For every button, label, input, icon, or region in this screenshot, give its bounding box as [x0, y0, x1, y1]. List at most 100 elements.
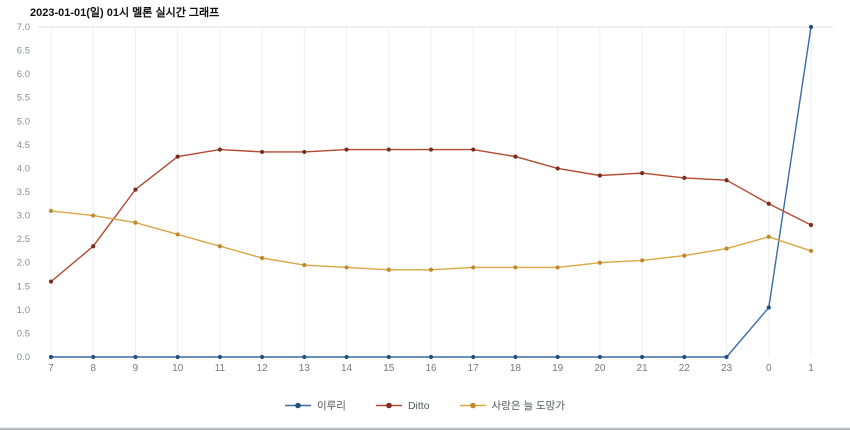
- data-point-love-always-runs-away: [597, 260, 602, 265]
- y-tick-label: 1.5: [17, 281, 30, 292]
- data-point-iruri: [808, 24, 814, 30]
- y-tick-label: 5.0: [17, 116, 30, 127]
- data-point-iruri: [302, 354, 307, 360]
- x-tick-label: 10: [172, 363, 184, 374]
- y-tick-label: 4.5: [17, 140, 30, 151]
- x-tick-label: 19: [552, 363, 564, 374]
- data-point-ditto: [597, 173, 602, 178]
- data-point-iruri: [640, 354, 645, 360]
- data-point-iruri: [766, 305, 771, 310]
- chart-legend: 이루리 Ditto 사랑은 늘 도망가: [0, 398, 850, 413]
- data-point-iruri: [175, 354, 180, 360]
- data-point-love-always-runs-away: [217, 244, 222, 249]
- x-tick-label: 21: [637, 363, 649, 374]
- y-tick-label: 0.5: [17, 328, 30, 339]
- data-point-ditto: [344, 147, 349, 152]
- data-point-love-always-runs-away: [175, 232, 180, 237]
- data-point-love-always-runs-away: [91, 213, 96, 218]
- x-tick-label: 13: [299, 363, 311, 374]
- legend-marker-icon: [375, 402, 402, 409]
- data-point-ditto: [808, 222, 814, 228]
- y-tick-label: 5.5: [17, 93, 30, 104]
- data-point-iruri: [344, 354, 349, 360]
- y-tick-label: 0.0: [17, 352, 30, 363]
- x-tick-label: 7: [48, 363, 54, 374]
- data-point-love-always-runs-away: [766, 234, 771, 239]
- data-point-love-always-runs-away: [471, 265, 476, 270]
- data-point-love-always-runs-away: [344, 265, 349, 270]
- data-point-ditto: [555, 166, 560, 171]
- data-point-iruri: [555, 354, 560, 360]
- data-point-iruri: [386, 354, 391, 360]
- x-tick-label: 11: [215, 363, 226, 374]
- data-point-ditto: [133, 187, 138, 192]
- legend-marker-icon: [284, 402, 311, 409]
- legend-item-ditto[interactable]: Ditto: [375, 399, 430, 412]
- x-tick-label: 23: [721, 363, 733, 374]
- data-point-iruri: [513, 354, 518, 360]
- data-point-iruri: [260, 354, 265, 360]
- x-tick-label: 16: [425, 363, 437, 374]
- data-point-love-always-runs-away: [386, 267, 391, 272]
- data-point-iruri: [597, 354, 602, 360]
- x-tick-label: 0: [766, 363, 772, 374]
- data-point-iruri: [471, 354, 476, 360]
- x-tick-label: 14: [341, 363, 353, 374]
- data-point-ditto: [302, 149, 307, 155]
- data-point-love-always-runs-away: [682, 253, 687, 258]
- legend-item-iruri[interactable]: 이루리: [284, 398, 346, 413]
- y-tick-label: 1.0: [17, 305, 30, 316]
- legend-label: Ditto: [407, 399, 430, 412]
- data-point-love-always-runs-away: [260, 255, 265, 261]
- x-tick-label: 22: [679, 363, 691, 374]
- x-tick-label: 17: [468, 363, 480, 374]
- data-point-iruri: [91, 354, 96, 360]
- data-point-ditto: [386, 147, 391, 152]
- legend-label: 사랑은 늘 도망가: [491, 400, 566, 412]
- x-tick-label: 1: [808, 363, 814, 374]
- data-point-love-always-runs-away: [640, 258, 645, 263]
- legend-item-love-always-runs-away[interactable]: 사랑은 늘 도망가: [459, 398, 566, 413]
- data-point-ditto: [471, 147, 476, 152]
- data-point-love-always-runs-away: [555, 265, 560, 270]
- data-point-iruri: [682, 354, 687, 360]
- data-point-love-always-runs-away: [513, 265, 518, 270]
- x-tick-label: 15: [383, 363, 395, 374]
- y-tick-label: 3.5: [17, 187, 30, 198]
- y-tick-label: 4.0: [17, 163, 30, 174]
- data-point-iruri: [48, 354, 54, 360]
- chart-title: 2023-01-01(일) 01시 멜론 실시간 그래프: [30, 7, 220, 19]
- data-point-love-always-runs-away: [133, 220, 138, 225]
- x-tick-label: 12: [257, 363, 269, 374]
- bottom-divider: [0, 427, 850, 430]
- data-point-iruri: [724, 354, 729, 360]
- y-tick-label: 3.0: [17, 211, 30, 222]
- y-tick-label: 6.5: [17, 46, 30, 57]
- data-point-love-always-runs-away: [428, 267, 434, 272]
- data-point-ditto: [217, 147, 222, 152]
- data-point-love-always-runs-away: [302, 262, 307, 268]
- legend-marker-icon: [459, 402, 486, 409]
- x-tick-label: 9: [133, 363, 139, 374]
- data-point-ditto: [175, 154, 180, 159]
- x-tick-label: 8: [90, 363, 96, 374]
- x-tick-label: 20: [594, 363, 606, 374]
- x-tick-label: 18: [510, 363, 522, 374]
- data-point-love-always-runs-away: [724, 246, 729, 251]
- data-point-ditto: [428, 147, 434, 152]
- y-tick-label: 2.5: [17, 234, 30, 245]
- data-point-ditto: [48, 279, 54, 284]
- data-point-ditto: [640, 171, 645, 176]
- data-point-ditto: [682, 175, 687, 180]
- data-point-iruri: [217, 354, 222, 360]
- data-point-love-always-runs-away: [48, 208, 54, 213]
- data-point-ditto: [724, 178, 729, 183]
- data-point-ditto: [513, 154, 518, 159]
- data-point-iruri: [428, 354, 434, 360]
- data-point-ditto: [91, 244, 96, 249]
- y-tick-label: 7.0: [17, 22, 30, 33]
- legend-label: 이루리: [316, 400, 346, 412]
- data-point-ditto: [766, 201, 771, 206]
- data-point-ditto: [260, 149, 265, 155]
